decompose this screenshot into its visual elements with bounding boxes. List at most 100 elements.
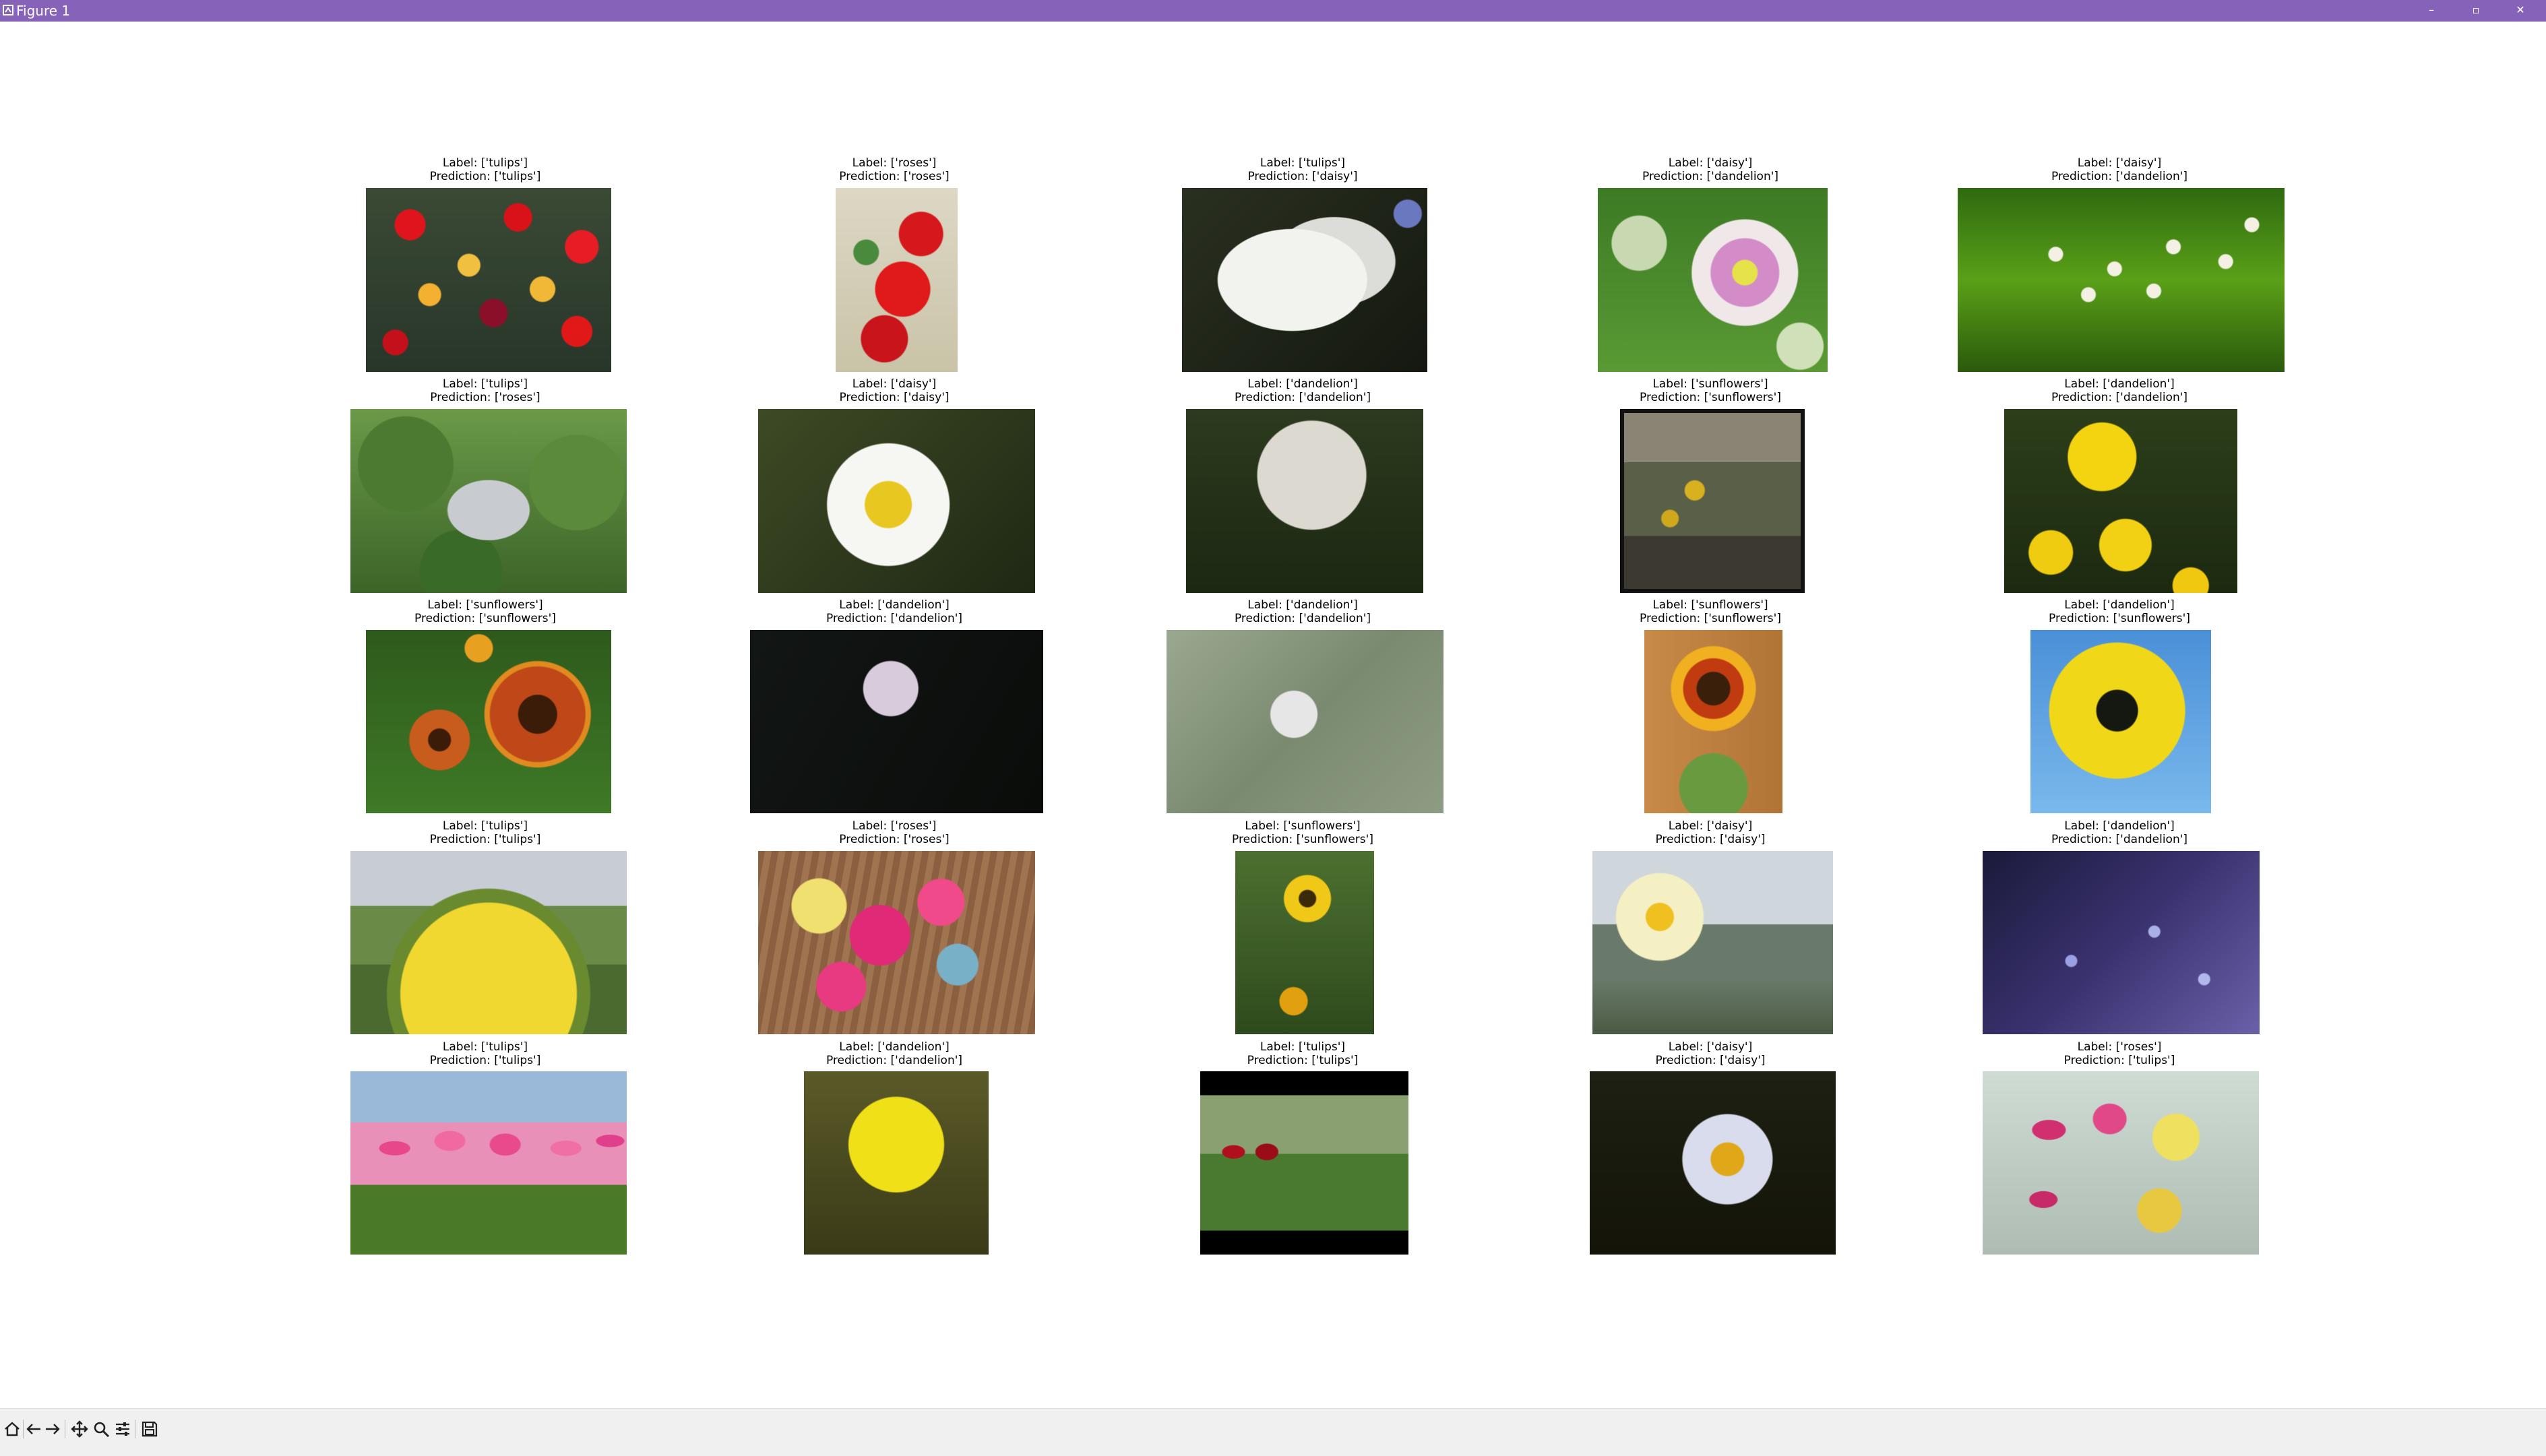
close-button[interactable]: ✕ xyxy=(2516,3,2525,16)
label-text: Label: ['sunflowers'] xyxy=(1652,377,1768,391)
label-text: Label: ['roses'] xyxy=(2077,1040,2162,1054)
subplot-title: Label: ['sunflowers'] Prediction: ['sunf… xyxy=(283,598,687,625)
flower-image xyxy=(750,630,1043,813)
back-icon[interactable] xyxy=(24,1420,43,1438)
figure-app-icon xyxy=(3,5,13,15)
flower-image xyxy=(2030,630,2211,813)
subplot-title: Label: ['dandelion'] Prediction: ['dande… xyxy=(1100,377,1505,404)
window-title: Figure 1 xyxy=(16,3,71,19)
flower-image xyxy=(1235,851,1374,1034)
label-text: Label: ['dandelion'] xyxy=(2064,598,2175,612)
prediction-text: Prediction: ['sunflowers'] xyxy=(1640,612,1781,625)
pan-icon[interactable] xyxy=(70,1420,89,1438)
prediction-text: Prediction: ['dandelion'] xyxy=(826,1054,963,1067)
prediction-text: Prediction: ['roses'] xyxy=(839,833,950,846)
prediction-text: Prediction: ['sunflowers'] xyxy=(414,612,556,625)
label-text: Label: ['daisy'] xyxy=(852,377,937,391)
subplot-title: Label: ['dandelion'] Prediction: ['dande… xyxy=(1917,819,2322,846)
subplot-title: Label: ['tulips'] Prediction: ['tulips'] xyxy=(283,156,687,183)
toolbar-separator xyxy=(23,1420,24,1438)
prediction-text: Prediction: ['daisy'] xyxy=(1655,1054,1766,1067)
subplot-title: Label: ['daisy'] Prediction: ['daisy'] xyxy=(1508,1040,1913,1067)
flower-image xyxy=(758,851,1035,1034)
subplot-title: Label: ['tulips'] Prediction: ['tulips'] xyxy=(283,1040,687,1067)
subplot-title: Label: ['daisy'] Prediction: ['dandelion… xyxy=(1917,156,2322,183)
prediction-text: Prediction: ['tulips'] xyxy=(429,1054,541,1067)
prediction-text: Prediction: ['tulips'] xyxy=(429,170,541,183)
subplot-title: Label: ['roses'] Prediction: ['tulips'] xyxy=(1917,1040,2322,1067)
label-text: Label: ['roses'] xyxy=(852,156,937,170)
label-text: Label: ['dandelion'] xyxy=(2064,377,2175,391)
label-text: Label: ['dandelion'] xyxy=(839,1040,950,1054)
prediction-text: Prediction: ['dandelion'] xyxy=(1234,612,1371,625)
subplot-title: Label: ['roses'] Prediction: ['roses'] xyxy=(692,156,1096,183)
subplot-title: Label: ['sunflowers'] Prediction: ['sunf… xyxy=(1508,377,1913,404)
flower-image xyxy=(2004,409,2237,593)
label-text: Label: ['tulips'] xyxy=(442,1040,528,1054)
flower-image xyxy=(804,1071,989,1255)
subplot-title: Label: ['tulips'] Prediction: ['tulips'] xyxy=(1100,1040,1505,1067)
label-text: Label: ['sunflowers'] xyxy=(1245,819,1361,833)
label-text: Label: ['dandelion'] xyxy=(2064,819,2175,833)
navigation-toolbar xyxy=(0,1408,2546,1456)
label-text: Label: ['tulips'] xyxy=(442,156,528,170)
flower-image xyxy=(1958,188,2285,372)
subplot-title: Label: ['tulips'] Prediction: ['tulips'] xyxy=(283,819,687,846)
flower-image xyxy=(1983,1071,2259,1255)
prediction-text: Prediction: ['roses'] xyxy=(839,170,950,183)
label-text: Label: ['roses'] xyxy=(852,819,937,833)
subplot-title: Label: ['dandelion'] Prediction: ['dande… xyxy=(692,598,1096,625)
label-text: Label: ['daisy'] xyxy=(1668,1040,1753,1054)
flower-image xyxy=(1182,188,1427,372)
flower-image xyxy=(1590,1071,1836,1255)
prediction-text: Prediction: ['dandelion'] xyxy=(1642,170,1779,183)
label-text: Label: ['dandelion'] xyxy=(1247,377,1358,391)
maximize-button[interactable]: ▫ xyxy=(2472,3,2480,16)
flower-image xyxy=(836,188,958,372)
label-text: Label: ['sunflowers'] xyxy=(1652,598,1768,612)
flower-image xyxy=(1983,851,2260,1034)
flower-image xyxy=(1167,630,1443,813)
minimize-button[interactable]: – xyxy=(2429,3,2434,16)
subplot-title: Label: ['sunflowers'] Prediction: ['sunf… xyxy=(1508,598,1913,625)
label-text: Label: ['daisy'] xyxy=(1668,819,1753,833)
subplot-title: Label: ['dandelion'] Prediction: ['dande… xyxy=(692,1040,1096,1067)
flower-image xyxy=(1592,851,1833,1034)
prediction-text: Prediction: ['sunflowers'] xyxy=(1232,833,1373,846)
subplot-title: Label: ['dandelion'] Prediction: ['dande… xyxy=(1917,377,2322,404)
configure-subplots-icon[interactable] xyxy=(113,1420,132,1438)
flower-image xyxy=(758,409,1035,593)
prediction-text: Prediction: ['roses'] xyxy=(430,391,540,404)
flower-image xyxy=(1598,188,1828,372)
prediction-text: Prediction: ['tulips'] xyxy=(2063,1054,2175,1067)
label-text: Label: ['tulips'] xyxy=(442,819,528,833)
subplot-title: Label: ['tulips'] Prediction: ['roses'] xyxy=(283,377,687,404)
flower-image xyxy=(1644,630,1782,813)
prediction-text: Prediction: ['dandelion'] xyxy=(2051,833,2188,846)
prediction-text: Prediction: ['daisy'] xyxy=(1655,833,1766,846)
title-bar: Figure 1 – ▫ ✕ xyxy=(0,0,2546,22)
flower-image xyxy=(366,188,611,372)
subplot-title: Label: ['sunflowers'] Prediction: ['sunf… xyxy=(1100,819,1505,846)
flower-image xyxy=(1620,409,1805,593)
flower-image xyxy=(350,1071,627,1255)
prediction-text: Prediction: ['dandelion'] xyxy=(2051,170,2188,183)
label-text: Label: ['daisy'] xyxy=(2077,156,2162,170)
save-icon[interactable] xyxy=(140,1420,159,1438)
flower-image xyxy=(366,630,611,813)
label-text: Label: ['dandelion'] xyxy=(839,598,950,612)
subplot-title: Label: ['dandelion'] Prediction: ['sunfl… xyxy=(1917,598,2322,625)
flower-image xyxy=(1200,1071,1408,1255)
prediction-text: Prediction: ['dandelion'] xyxy=(2051,391,2188,404)
subplot-title: Label: ['daisy'] Prediction: ['dandelion… xyxy=(1508,156,1913,183)
forward-icon[interactable] xyxy=(43,1420,62,1438)
prediction-text: Prediction: ['tulips'] xyxy=(1247,1054,1359,1067)
label-text: Label: ['tulips'] xyxy=(442,377,528,391)
home-icon[interactable] xyxy=(3,1420,22,1438)
prediction-text: Prediction: ['dandelion'] xyxy=(826,612,963,625)
zoom-icon[interactable] xyxy=(92,1420,111,1438)
subplot-title: Label: ['daisy'] Prediction: ['daisy'] xyxy=(1508,819,1913,846)
subplot-title: Label: ['dandelion'] Prediction: ['dande… xyxy=(1100,598,1505,625)
label-text: Label: ['tulips'] xyxy=(1260,156,1346,170)
label-text: Label: ['daisy'] xyxy=(1668,156,1753,170)
